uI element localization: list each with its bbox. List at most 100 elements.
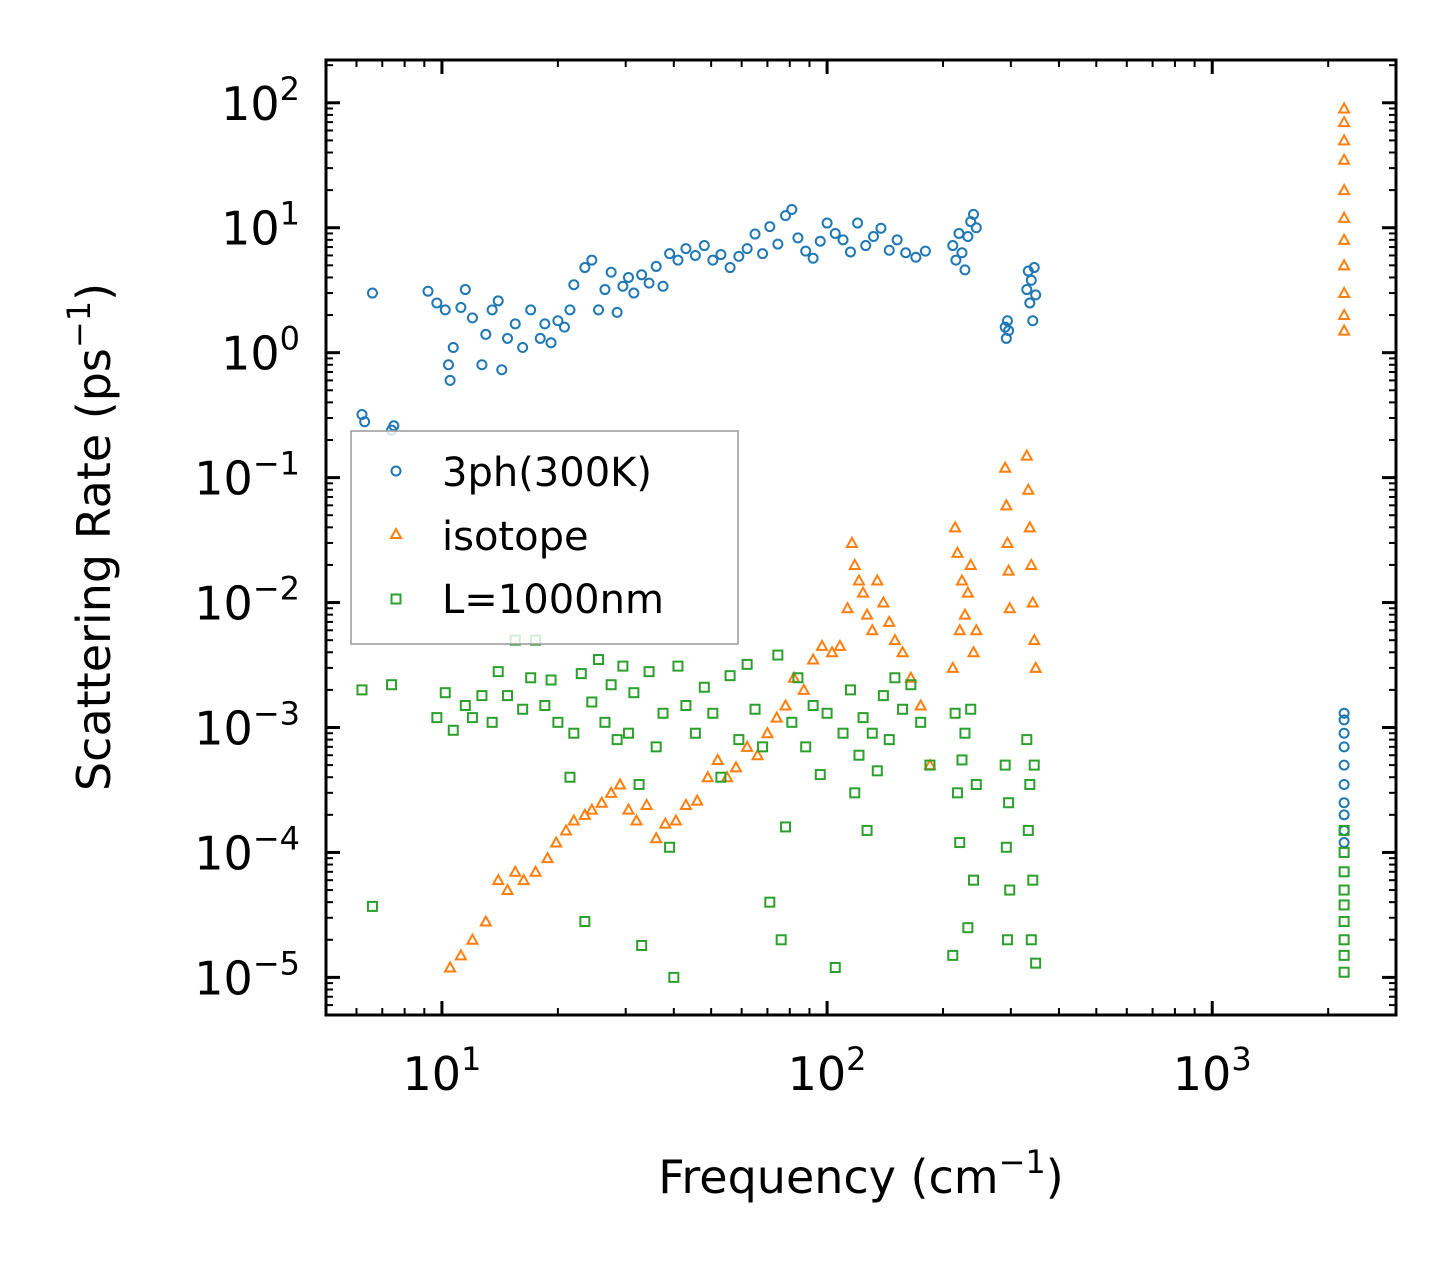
data-point xyxy=(455,301,467,313)
data-point xyxy=(958,607,972,620)
data-point xyxy=(476,359,488,371)
data-point xyxy=(1020,448,1034,461)
data-point xyxy=(605,266,617,278)
data-point xyxy=(459,699,471,711)
data-point xyxy=(772,649,784,661)
data-point xyxy=(1337,133,1351,146)
data-point xyxy=(865,623,879,636)
data-point xyxy=(857,712,869,724)
data-point xyxy=(386,679,398,691)
data-point xyxy=(1338,741,1350,753)
data-point xyxy=(1338,824,1350,836)
data-point xyxy=(617,280,629,292)
data-point xyxy=(949,707,961,719)
data-point xyxy=(797,682,811,695)
data-point xyxy=(965,703,977,715)
data-point xyxy=(1338,866,1350,878)
legend-label-isotope: isotope xyxy=(442,514,589,560)
data-point xyxy=(636,939,648,951)
data-point xyxy=(476,690,488,702)
data-point xyxy=(733,734,745,746)
data-point xyxy=(650,741,662,753)
data-point xyxy=(1003,797,1015,809)
data-point xyxy=(633,778,645,790)
data-point xyxy=(552,315,564,327)
data-point xyxy=(707,254,719,266)
data-point xyxy=(1338,778,1350,790)
data-point xyxy=(829,961,841,973)
data-point xyxy=(883,734,895,746)
data-point xyxy=(1025,934,1037,946)
data-point xyxy=(509,318,521,330)
data-point xyxy=(1338,846,1350,858)
data-point xyxy=(585,802,599,815)
data-point xyxy=(807,699,819,711)
data-point xyxy=(643,666,655,678)
data-point xyxy=(689,727,701,739)
data-point xyxy=(1338,837,1350,849)
data-point xyxy=(889,672,901,684)
data-point xyxy=(806,652,820,665)
y-tick-label: 102 xyxy=(221,70,300,131)
data-point xyxy=(950,545,965,558)
data-point xyxy=(741,243,753,255)
data-point xyxy=(948,520,962,533)
data-point xyxy=(1023,520,1037,533)
data-point xyxy=(760,726,775,739)
data-point xyxy=(622,271,634,283)
data-point xyxy=(786,203,798,215)
data-point xyxy=(1000,841,1012,853)
data-point xyxy=(1024,557,1038,570)
data-point xyxy=(968,874,980,886)
data-point xyxy=(780,821,792,833)
data-point xyxy=(860,240,872,252)
legend-marker-isotope xyxy=(389,526,403,539)
y-tick-label: 10−2 xyxy=(194,570,300,631)
data-point xyxy=(900,247,912,259)
data-point xyxy=(617,660,629,672)
data-point xyxy=(962,922,974,934)
data-point xyxy=(772,238,784,250)
data-point xyxy=(680,243,692,255)
data-point xyxy=(613,777,627,790)
data-point xyxy=(628,287,640,299)
data-point xyxy=(1337,210,1351,223)
data-point xyxy=(1337,101,1351,114)
data-point xyxy=(431,297,443,309)
data-point xyxy=(852,573,866,586)
y-tick-label: 100 xyxy=(221,320,300,381)
data-point xyxy=(669,813,683,826)
data-point xyxy=(1338,727,1350,739)
data-point xyxy=(848,557,862,570)
data-point xyxy=(459,284,471,296)
data-point xyxy=(698,240,710,252)
data-point xyxy=(540,851,555,864)
data-point xyxy=(792,232,804,244)
data-point xyxy=(845,535,859,548)
y-tick-label: 101 xyxy=(221,195,300,256)
data-point xyxy=(953,227,965,239)
data-point xyxy=(664,248,676,260)
data-point xyxy=(837,234,849,246)
axis-tick-labels: 101 102 103 10−5 10−4 10−3 10−2 10−1 100 101 102 xyxy=(194,70,1251,1101)
data-point xyxy=(866,727,878,739)
data-point xyxy=(486,304,498,316)
data-point xyxy=(724,262,736,274)
data-point xyxy=(792,672,804,684)
data-point xyxy=(605,679,617,691)
data-point xyxy=(821,217,833,229)
data-point xyxy=(525,304,537,316)
data-point xyxy=(749,228,761,240)
data-point xyxy=(492,295,504,307)
data-point xyxy=(778,698,793,711)
data-point xyxy=(913,698,928,711)
data-point xyxy=(668,971,680,983)
data-point xyxy=(568,279,580,291)
data-point xyxy=(1337,232,1351,245)
data-point xyxy=(359,416,371,428)
data-point xyxy=(968,208,980,220)
data-point xyxy=(833,638,847,651)
data-point xyxy=(366,287,378,299)
data-point xyxy=(622,727,634,739)
data-point xyxy=(904,670,918,683)
